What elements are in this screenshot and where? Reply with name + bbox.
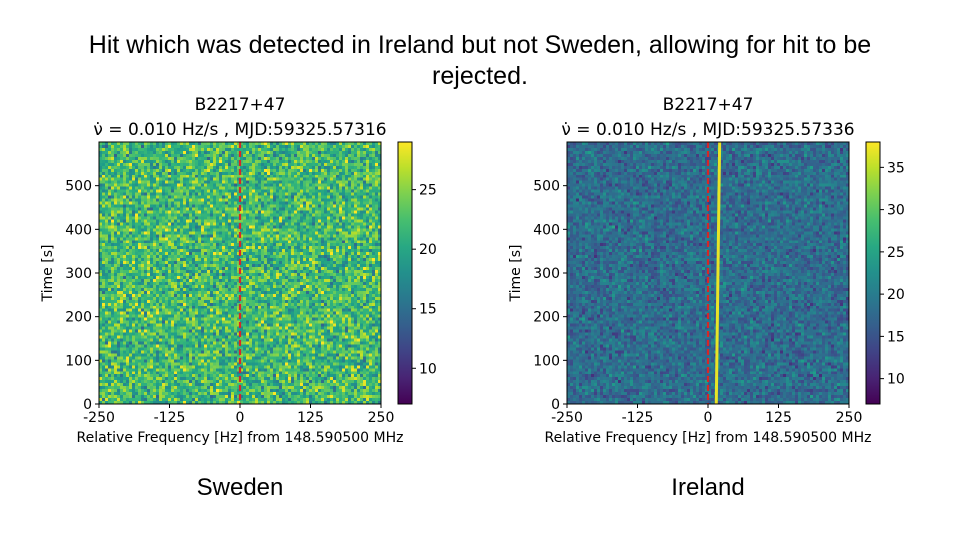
x-tick-label: -125	[622, 410, 654, 426]
colorbar-tick-label: 20	[887, 287, 905, 303]
y-tick-label: 200	[533, 310, 560, 326]
y-tick-label: 200	[65, 310, 92, 326]
slide-title: Hit which was detected in Ireland but no…	[88, 31, 872, 90]
signal-track	[714, 142, 722, 404]
x-tick-label: 250	[836, 410, 863, 426]
colorbar-tick-label: 30	[887, 203, 905, 219]
x-tick-label: 125	[297, 410, 324, 426]
noise-field	[99, 142, 382, 405]
x-tick-label: -250	[551, 410, 583, 426]
colorbar-tick-label: 10	[887, 372, 905, 388]
chart-subtitle: ν̇ = 0.010 Hz/s , MJD:59325.57316	[93, 120, 386, 140]
y-tick-label: 400	[65, 222, 92, 238]
colorbar	[865, 141, 881, 405]
x-tick-label: 125	[765, 410, 792, 426]
x-axis-label: Relative Frequency [Hz] from 148.590500 …	[545, 430, 872, 446]
x-axis-label: Relative Frequency [Hz] from 148.590500 …	[77, 430, 404, 446]
chart-title: B2217+47	[663, 95, 754, 115]
y-tick-label: 100	[65, 353, 92, 369]
ireland-spectrogram: B2217+47 ν̇ = 0.010 Hz/s , MJD:59325.5733…	[508, 95, 905, 446]
x-tick-label: -125	[154, 410, 186, 426]
x-tick-label: -250	[83, 410, 115, 426]
colorbar-tick-label: 35	[887, 160, 905, 176]
x-tick-label: 250	[368, 410, 395, 426]
y-axis-label: Time [s]	[40, 245, 56, 303]
colorbar-tick-label: 25	[887, 245, 905, 261]
y-tick-label: 0	[83, 397, 92, 413]
ireland-caption: Ireland	[671, 474, 745, 501]
chart-title: B2217+47	[195, 95, 286, 115]
colorbar-tick-label: 20	[419, 242, 437, 258]
y-axis-label: Time [s]	[508, 245, 524, 303]
y-tick-label: 500	[65, 179, 92, 195]
y-tick-label: 300	[533, 266, 560, 282]
sweden-spectrogram: B2217+47 ν̇ = 0.010 Hz/s , MJD:59325.5731…	[40, 95, 437, 446]
colorbar-tick-label: 25	[419, 183, 437, 199]
sweden-caption: Sweden	[196, 474, 284, 501]
chart-subtitle: ν̇ = 0.010 Hz/s , MJD:59325.57336	[561, 120, 854, 140]
y-tick-label: 400	[533, 222, 560, 238]
y-tick-label: 300	[65, 266, 92, 282]
x-tick-label: 0	[704, 410, 713, 426]
x-tick-label: 0	[236, 410, 245, 426]
colorbar-tick-label: 10	[419, 361, 437, 377]
y-tick-label: 100	[533, 353, 560, 369]
colorbar-tick-label: 15	[887, 329, 905, 345]
y-tick-label: 500	[533, 179, 560, 195]
colorbar	[397, 141, 413, 405]
y-tick-label: 0	[551, 397, 560, 413]
colorbar-tick-label: 15	[419, 302, 437, 318]
